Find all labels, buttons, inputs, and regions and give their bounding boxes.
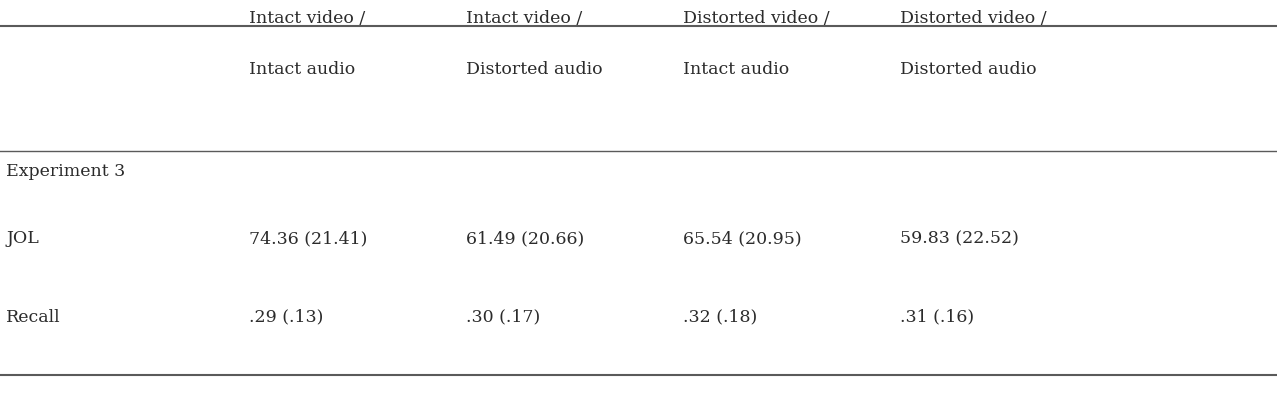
- Text: .29 (.13): .29 (.13): [249, 309, 323, 325]
- Text: Intact video /: Intact video /: [466, 10, 582, 27]
- Text: 74.36 (21.41): 74.36 (21.41): [249, 230, 368, 247]
- Text: Recall: Recall: [6, 309, 61, 325]
- Text: 65.54 (20.95): 65.54 (20.95): [683, 230, 802, 247]
- Text: JOL: JOL: [6, 230, 40, 247]
- Text: Distorted video /: Distorted video /: [683, 10, 830, 27]
- Text: .30 (.17): .30 (.17): [466, 309, 540, 325]
- Text: Distorted audio: Distorted audio: [466, 61, 603, 78]
- Text: 59.83 (22.52): 59.83 (22.52): [900, 230, 1019, 247]
- Text: Intact audio: Intact audio: [683, 61, 789, 78]
- Text: Distorted video /: Distorted video /: [900, 10, 1047, 27]
- Text: .31 (.16): .31 (.16): [900, 309, 974, 325]
- Text: 61.49 (20.66): 61.49 (20.66): [466, 230, 585, 247]
- Text: .32 (.18): .32 (.18): [683, 309, 757, 325]
- Text: Intact audio: Intact audio: [249, 61, 355, 78]
- Text: Intact video /: Intact video /: [249, 10, 365, 27]
- Text: Experiment 3: Experiment 3: [6, 163, 125, 180]
- Text: Distorted audio: Distorted audio: [900, 61, 1037, 78]
